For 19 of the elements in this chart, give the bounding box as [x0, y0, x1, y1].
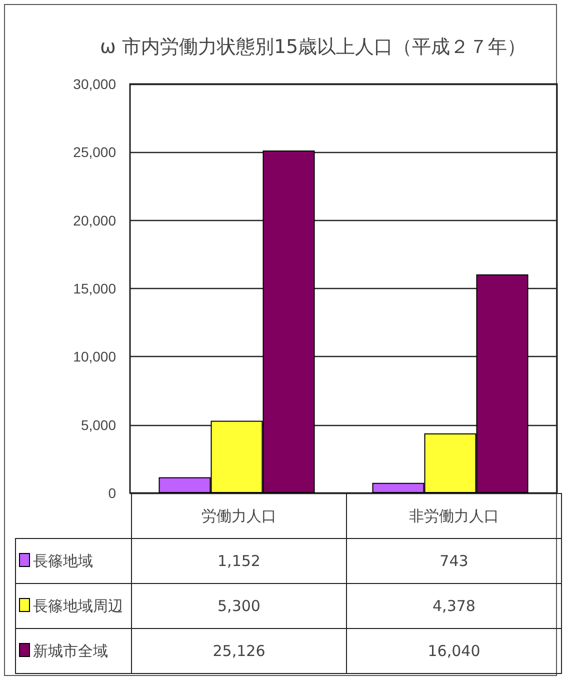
y-tick-label: 25,000 — [73, 144, 116, 160]
legend-label: 新城市全域 — [16, 628, 132, 674]
data-label: 5,300 — [132, 584, 346, 628]
data-label: 743 — [346, 538, 562, 584]
data-label: 16,040 — [346, 628, 562, 674]
y-tick-label: 20,000 — [73, 212, 116, 228]
legend-label: 長篠地域 — [16, 538, 132, 584]
data-label: 1,152 — [132, 538, 346, 584]
chart-title: ω 市内労働力状態別15歳以上人口（平成２７年） — [100, 35, 526, 60]
x-tick-label: 労働力人口 — [132, 494, 346, 538]
y-tick-label: 15,000 — [73, 280, 116, 296]
data-label: 25,126 — [132, 628, 346, 674]
data-label: 4,378 — [346, 584, 562, 628]
y-tick-label: 30,000 — [73, 76, 116, 92]
y-tick-label: 5,000 — [80, 416, 116, 433]
x-tick-label: 非労働力人口 — [346, 494, 562, 538]
y-tick-label: 10,000 — [73, 348, 116, 365]
legend-label: 長篠地域周辺 — [16, 584, 132, 628]
y-tick-label: 0 — [108, 485, 116, 501]
